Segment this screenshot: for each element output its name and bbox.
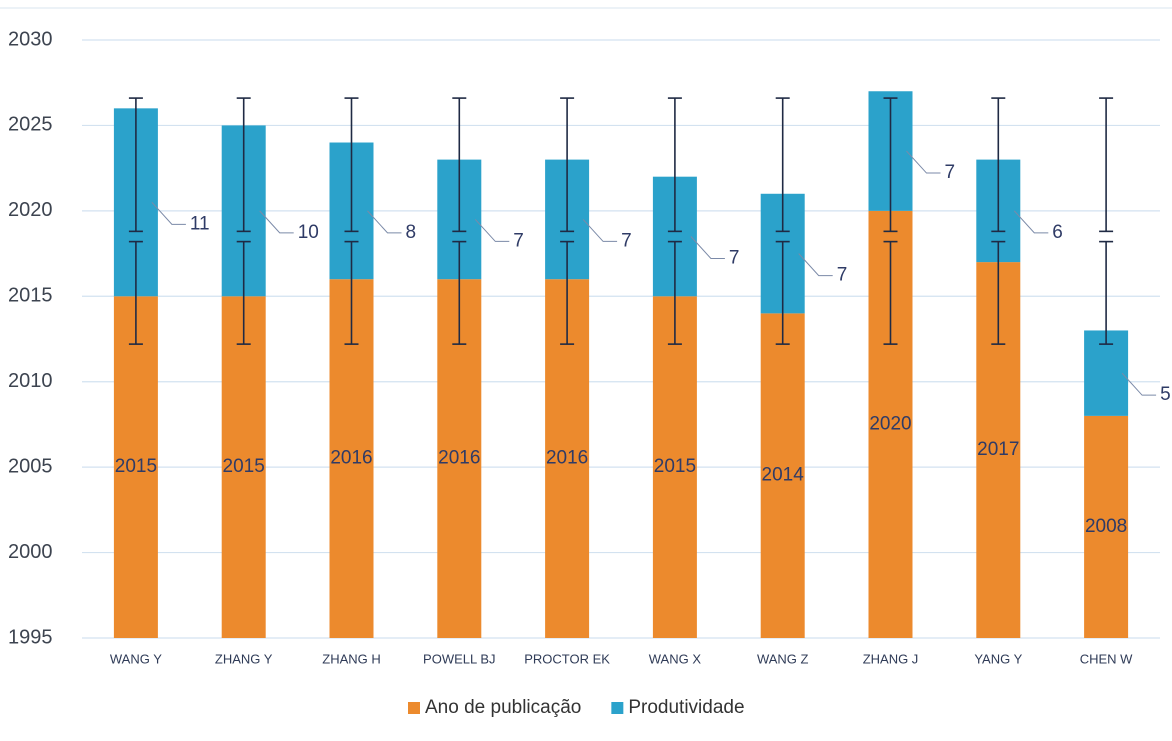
error-bar	[883, 97, 898, 233]
error-bar	[344, 97, 359, 233]
data-label: 2015	[654, 456, 696, 477]
error-bar	[236, 97, 251, 233]
x-tick-label: WANG X	[649, 651, 702, 666]
x-tick-label: YANG Y	[974, 651, 1022, 666]
leader-line	[367, 210, 402, 234]
data-label: 2020	[869, 413, 911, 434]
y-tick-label: 1995	[8, 626, 53, 648]
leader-line	[259, 210, 294, 234]
error-bar	[991, 97, 1006, 233]
error-bar	[1099, 97, 1114, 233]
y-tick-label: 2000	[8, 541, 53, 563]
y-tick-label: 2010	[8, 370, 53, 392]
error-bar	[128, 240, 143, 345]
bar-segment	[113, 296, 158, 638]
leader-line	[798, 253, 833, 277]
bar-segment	[652, 296, 697, 638]
data-label: 7	[513, 230, 524, 251]
error-bar	[775, 240, 790, 345]
data-label: 8	[406, 222, 417, 243]
error-bar	[883, 240, 898, 345]
bar-segment	[1084, 415, 1129, 638]
x-tick-label: POWELL BJ	[423, 651, 495, 666]
leader-line	[690, 236, 725, 259]
leader-line	[582, 219, 618, 242]
x-tick-label: ZHANG Y	[215, 651, 273, 666]
error-bar	[236, 240, 251, 345]
data-label: 2015	[115, 456, 157, 477]
leader-line	[906, 150, 941, 174]
data-label: 2008	[1085, 516, 1127, 537]
y-tick-label: 2015	[8, 285, 53, 307]
error-bar	[667, 240, 682, 345]
data-label: 6	[1052, 222, 1063, 243]
leader-line	[1121, 372, 1157, 396]
error-bar	[991, 240, 1006, 345]
data-label: 7	[837, 265, 848, 286]
data-label: 2015	[223, 456, 265, 477]
y-tick-label: 2030	[8, 28, 53, 50]
x-tick-label: PROCTOR EK	[524, 651, 610, 666]
error-bar	[560, 240, 575, 345]
bar-segment	[221, 296, 266, 638]
data-label: 11	[190, 213, 210, 234]
y-tick-label: 2025	[8, 114, 53, 136]
legend-label: Ano de publicação	[425, 697, 581, 718]
y-tick-label: 2005	[8, 455, 53, 477]
error-bar	[560, 97, 575, 233]
y-tick-label: 2020	[8, 199, 53, 221]
error-bar	[775, 97, 790, 233]
error-bar	[667, 97, 682, 233]
x-tick-label: CHEN W	[1080, 651, 1133, 666]
leader-line	[474, 219, 510, 242]
error-bar	[344, 240, 359, 345]
x-tick-label: ZHANG J	[863, 651, 919, 666]
x-tick-label: WANG Y	[110, 651, 162, 666]
data-label: 2017	[977, 439, 1019, 460]
data-label: 2016	[546, 448, 588, 469]
error-bar	[1099, 240, 1114, 345]
data-label: 2014	[762, 465, 805, 486]
data-label: 10	[298, 222, 319, 243]
legend-swatch	[611, 702, 624, 714]
bar-segment	[760, 313, 805, 638]
data-label: 2016	[438, 448, 480, 469]
leader-line	[151, 201, 186, 225]
leader-line	[1013, 210, 1049, 234]
data-label: 2016	[330, 448, 372, 469]
legend-label: Produtividade	[628, 697, 744, 718]
data-label: 7	[945, 162, 956, 183]
data-label: 7	[729, 248, 740, 269]
error-bar	[452, 240, 467, 345]
error-bar	[452, 97, 467, 233]
legend-swatch	[408, 702, 420, 714]
data-label: 5	[1160, 384, 1171, 405]
data-label: 7	[621, 230, 632, 251]
error-bar	[128, 97, 143, 233]
x-tick-label: WANG Z	[757, 651, 809, 666]
x-tick-label: ZHANG H	[322, 651, 381, 666]
